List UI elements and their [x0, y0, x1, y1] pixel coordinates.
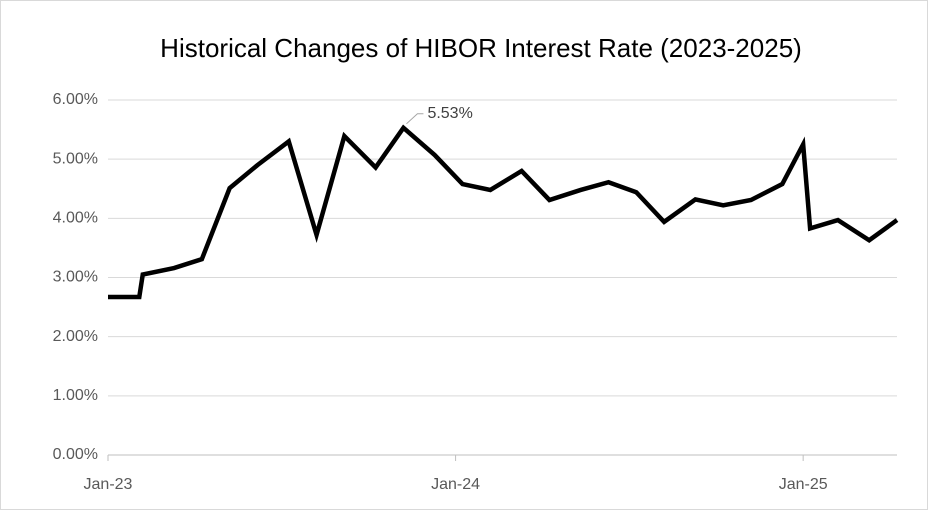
y-tick-label: 2.00% [53, 328, 98, 345]
y-tick-label: 4.00% [53, 210, 98, 227]
x-tick-label: Jan-25 [779, 476, 828, 493]
y-tick-label: 0.00% [53, 446, 98, 463]
y-tick-label: 5.00% [53, 150, 98, 167]
chart-title: Historical Changes of HIBOR Interest Rat… [160, 33, 802, 63]
y-tick-label: 1.00% [53, 387, 98, 404]
y-tick-label: 6.00% [53, 91, 98, 108]
y-tick-label: 3.00% [53, 269, 98, 286]
x-tick-label: Jan-24 [431, 476, 480, 493]
label-leader [406, 113, 424, 125]
x-tick-label: Jan-23 [84, 476, 133, 493]
data-label: 5.53% [427, 105, 472, 122]
line-series [108, 124, 899, 300]
